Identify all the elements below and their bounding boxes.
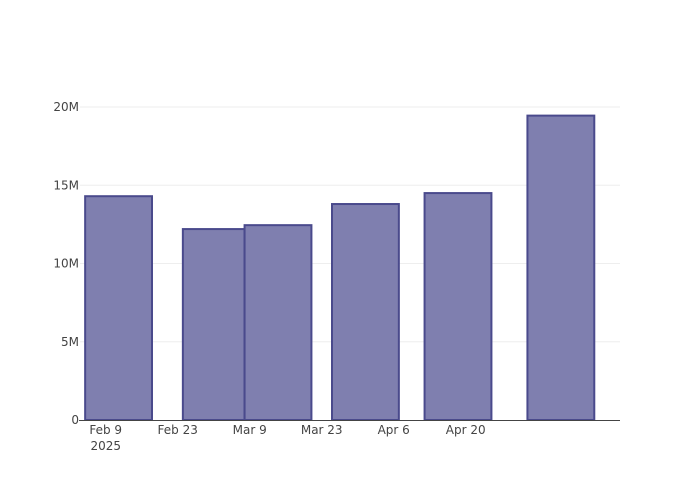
- bar-3[interactable]: [243, 224, 313, 421]
- y-tick-label-2: 10M: [53, 257, 79, 271]
- y-axis-ticks: 0 5M 10M 15M 20M: [53, 100, 79, 427]
- bars: [84, 114, 596, 421]
- y-tick-label-1: 5M: [61, 335, 79, 349]
- y-tick-label-3: 15M: [53, 178, 79, 192]
- x-tick-label-3: Mar 23: [301, 423, 343, 437]
- bar-4[interactable]: [331, 203, 400, 421]
- bar-5[interactable]: [423, 192, 493, 421]
- x-tick-label-4: Apr 6: [378, 423, 410, 437]
- bar-1[interactable]: [84, 195, 153, 421]
- y-tick-label-0: 0: [71, 413, 79, 427]
- x-axis-ticks: Feb 9 2025 Feb 23 Mar 9 Mar 23 Apr 6 Apr 20: [89, 423, 485, 453]
- x-tick-label-0: Feb 9: [89, 423, 122, 437]
- x-tick-label-2: Mar 9: [233, 423, 267, 437]
- x-tick-label-1: Feb 23: [158, 423, 198, 437]
- y-tick-label-4: 20M: [53, 100, 79, 114]
- bar-2[interactable]: [181, 228, 246, 421]
- bar-6[interactable]: [526, 114, 596, 421]
- x-tick-label-5: Apr 20: [446, 423, 486, 437]
- x-tick-sublabel-0: 2025: [90, 439, 121, 453]
